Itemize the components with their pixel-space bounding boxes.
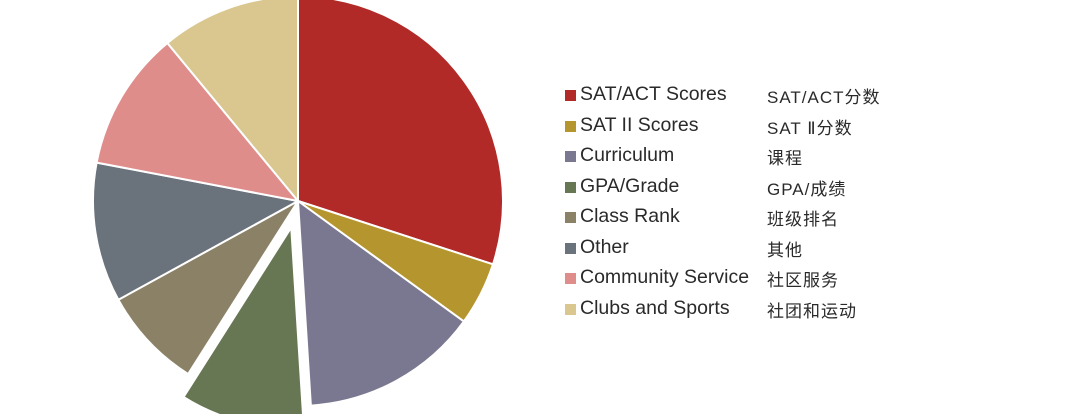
legend-label-clubs-sports: Clubs and Sports <box>580 296 730 319</box>
legend-label-zh-community-service: 社区服务 <box>767 271 839 290</box>
legend-label-zh-clubs-sports: 社团和运动 <box>767 301 857 321</box>
legend-swatch-curriculum <box>565 151 576 162</box>
pie-slice-gpa-grade <box>180 222 306 414</box>
legend-swatch-other <box>565 242 576 254</box>
legend-label-other: Other <box>580 235 629 258</box>
legend-label-zh-curriculum: 课程 <box>767 149 803 168</box>
legend-label-zh-other: 其他 <box>767 240 803 260</box>
pie-slice-clubs-and-sports <box>166 0 299 202</box>
legend-label-sat-ii: SAT II Scores <box>580 113 699 136</box>
legend-label-curriculum: Curriculum <box>580 144 675 166</box>
pie-slice-sat-act-scores <box>297 0 504 266</box>
legend-label-zh-class-rank: 班级排名 <box>767 210 839 229</box>
legend-swatch-gpa-grade <box>565 181 576 193</box>
legend-label-sat-act: SAT/ACT Scores <box>580 83 727 105</box>
legend-swatch-class-rank <box>565 212 576 223</box>
legend-swatch-sat-ii <box>565 120 576 132</box>
pie-slice-other <box>92 161 299 301</box>
legend-label-gpa-grade: GPA/Grade <box>580 174 680 197</box>
legend-swatch-sat-act <box>565 90 576 101</box>
legend-label-class-rank: Class Rank <box>580 205 680 227</box>
pie-slices <box>92 0 504 414</box>
legend-swatch-clubs-sports <box>565 303 576 315</box>
legend-label-community-service: Community Service <box>580 266 750 288</box>
pie-slice-curriculum <box>297 200 465 407</box>
legend-label-zh-gpa-grade: GPA/成绩 <box>767 179 847 199</box>
legend-swatch-community-service <box>565 273 576 284</box>
pie-slice-class-rank <box>117 200 299 376</box>
legend-label-zh-sat-ii: SAT Ⅱ分数 <box>767 118 853 138</box>
legend-label-zh-sat-act: SAT/ACT分数 <box>767 88 881 107</box>
pie-slice-community-service <box>95 42 299 202</box>
